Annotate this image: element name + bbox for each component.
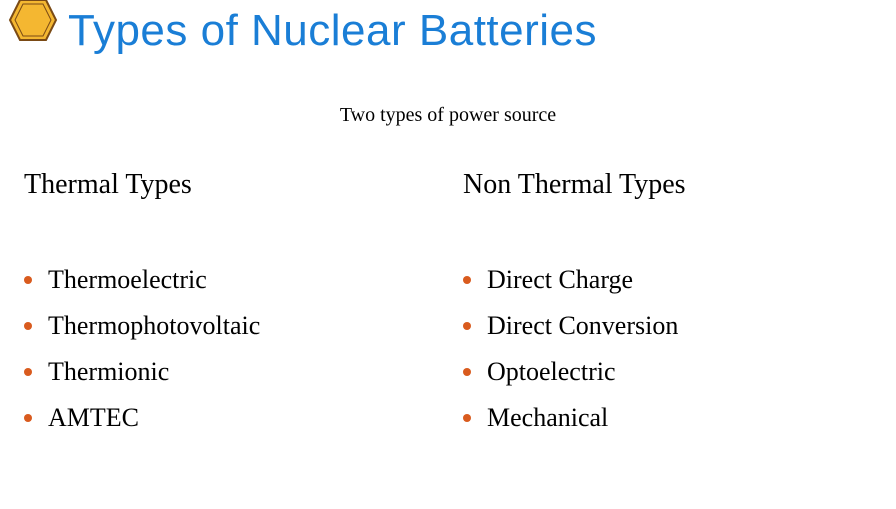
item-label: Direct Charge bbox=[487, 265, 633, 295]
bullet-icon bbox=[463, 414, 471, 422]
list-item: Thermoelectric bbox=[24, 265, 433, 295]
column-nonthermal: Non Thermal Types Direct Charge Direct C… bbox=[433, 169, 872, 449]
bullet-icon bbox=[463, 368, 471, 376]
list-item: Thermionic bbox=[24, 357, 433, 387]
bullet-icon bbox=[24, 368, 32, 376]
nonthermal-list: Direct Charge Direct Conversion Optoelec… bbox=[463, 265, 872, 433]
item-label: Thermionic bbox=[48, 357, 169, 387]
thermal-heading: Thermal Types bbox=[24, 169, 433, 201]
bullet-icon bbox=[24, 414, 32, 422]
list-item: Optoelectric bbox=[463, 357, 872, 387]
columns-container: Thermal Types Thermoelectric Thermophoto… bbox=[0, 169, 896, 449]
list-item: Direct Charge bbox=[463, 265, 872, 295]
item-label: Optoelectric bbox=[487, 357, 616, 387]
page-title: Types of Nuclear Batteries bbox=[68, 6, 896, 56]
subtitle: Two types of power source bbox=[0, 104, 896, 127]
item-label: Direct Conversion bbox=[487, 311, 678, 341]
bullet-icon bbox=[463, 276, 471, 284]
list-item: Thermophotovoltaic bbox=[24, 311, 433, 341]
column-thermal: Thermal Types Thermoelectric Thermophoto… bbox=[24, 169, 433, 449]
hexagon-badge-icon bbox=[8, 0, 58, 42]
bullet-icon bbox=[24, 322, 32, 330]
nonthermal-heading: Non Thermal Types bbox=[463, 169, 872, 201]
item-label: Thermophotovoltaic bbox=[48, 311, 260, 341]
list-item: AMTEC bbox=[24, 403, 433, 433]
thermal-list: Thermoelectric Thermophotovoltaic Thermi… bbox=[24, 265, 433, 433]
bullet-icon bbox=[463, 322, 471, 330]
list-item: Mechanical bbox=[463, 403, 872, 433]
item-label: AMTEC bbox=[48, 403, 139, 433]
bullet-icon bbox=[24, 276, 32, 284]
item-label: Mechanical bbox=[487, 403, 608, 433]
list-item: Direct Conversion bbox=[463, 311, 872, 341]
item-label: Thermoelectric bbox=[48, 265, 207, 295]
